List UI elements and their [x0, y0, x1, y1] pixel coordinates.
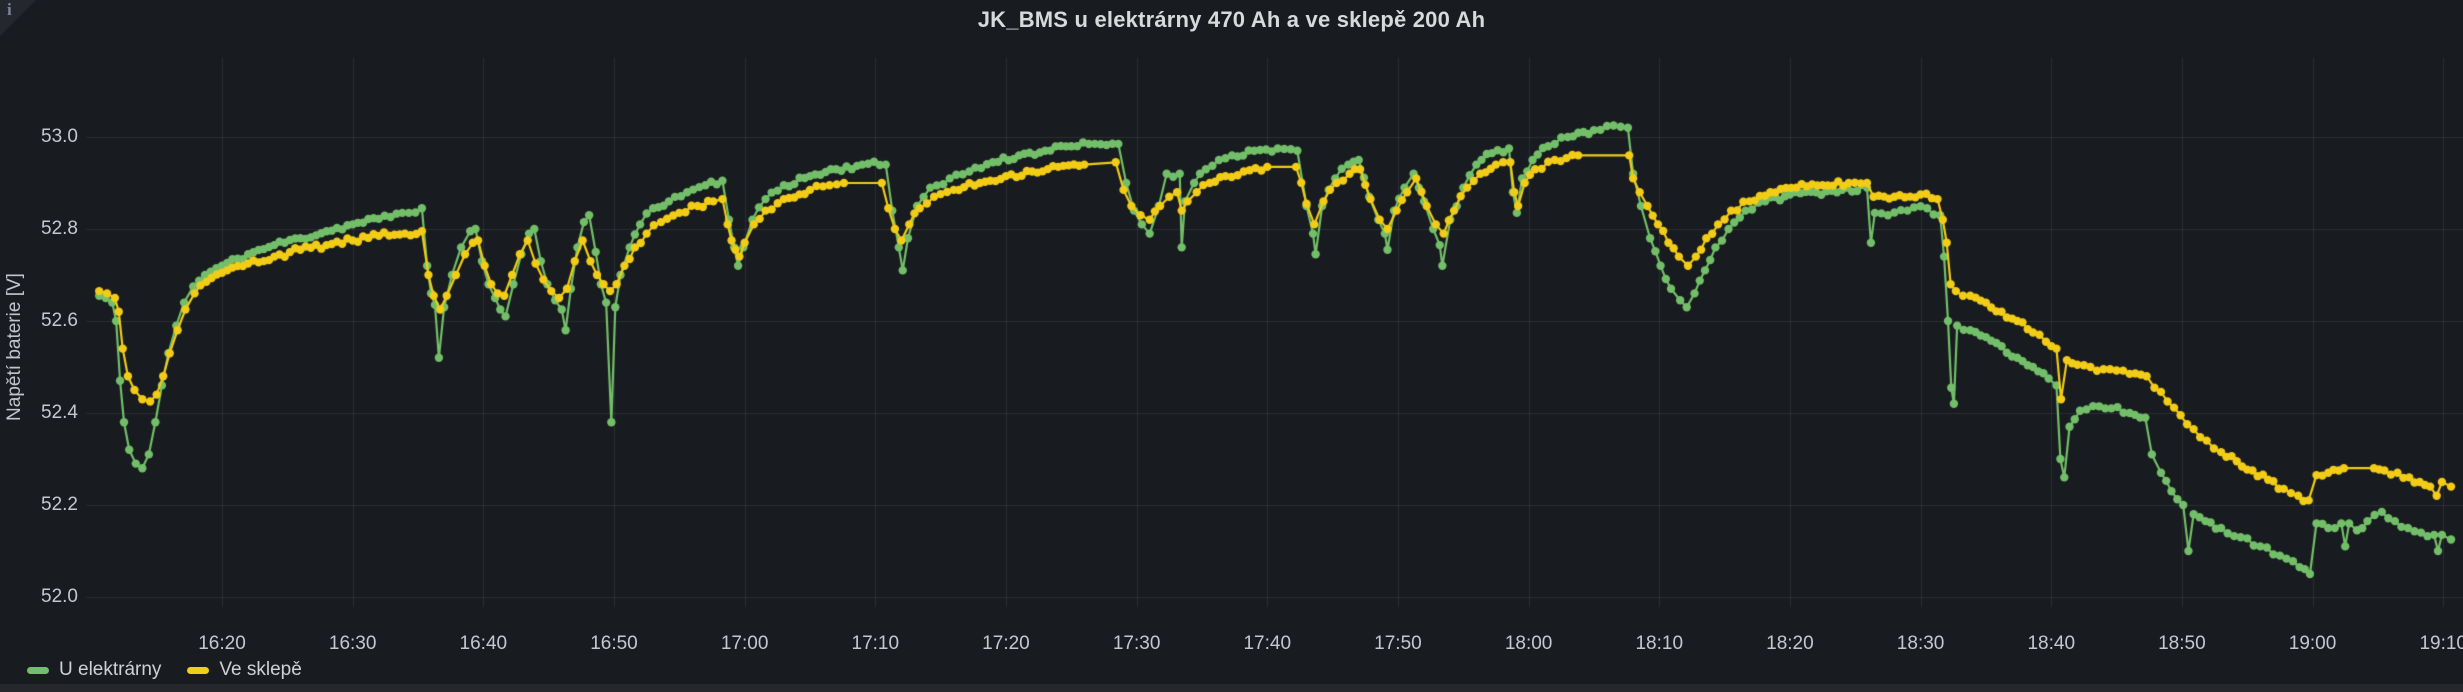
legend-label: Ve sklepě — [219, 659, 302, 680]
x-tick-label: 17:10 — [851, 633, 900, 654]
x-tick-label: 18:30 — [1896, 633, 1945, 654]
legend-swatch-green-icon — [27, 666, 49, 674]
x-tick-label: 17:30 — [1112, 633, 1161, 654]
info-corner-triangle — [0, 0, 36, 36]
x-tick-label: 17:50 — [1374, 633, 1422, 654]
y-tick-label: 52.6 — [41, 310, 78, 331]
info-icon[interactable]: i — [7, 0, 12, 19]
y-tick-label: 52.2 — [41, 494, 78, 515]
y-tick-label: 53.0 — [41, 126, 78, 147]
x-tick-label: 16:40 — [459, 633, 508, 654]
x-tick-label: 17:40 — [1243, 633, 1292, 654]
legend-swatch-yellow-icon — [187, 666, 210, 674]
x-tick-label: 16:50 — [590, 633, 638, 654]
x-tick-label: 16:30 — [328, 633, 377, 654]
y-tick-label: 52.4 — [41, 402, 78, 423]
legend-label: U elektrárny — [59, 659, 162, 680]
x-tick-label: 17:20 — [982, 633, 1030, 654]
x-tick-label: 18:40 — [2027, 633, 2076, 654]
panel-title: JK_BMS u elektrárny 470 Ah a ve sklepě 2… — [977, 7, 1486, 32]
x-tick-label: 19:10 — [2419, 633, 2463, 654]
panel-bottom-edge — [0, 684, 2463, 692]
legend: U elektrárny Ve sklepě — [27, 659, 302, 681]
legend-item-ve-sklepe[interactable]: Ve sklepě — [187, 659, 302, 681]
x-tick-label: 16:20 — [198, 633, 246, 654]
x-tick-label: 18:10 — [1635, 633, 1684, 654]
x-tick-label: 18:20 — [1766, 633, 1814, 654]
x-tick-label: 18:00 — [1504, 633, 1553, 654]
x-tick-label: 17:00 — [720, 633, 769, 654]
y-tick-label: 52.8 — [41, 218, 78, 239]
x-tick-label: 19:00 — [2288, 633, 2337, 654]
y-tick-label: 52.0 — [41, 586, 78, 607]
x-tick-label: 18:50 — [2158, 633, 2206, 654]
legend-item-u-elektrarny[interactable]: U elektrárny — [27, 659, 161, 681]
